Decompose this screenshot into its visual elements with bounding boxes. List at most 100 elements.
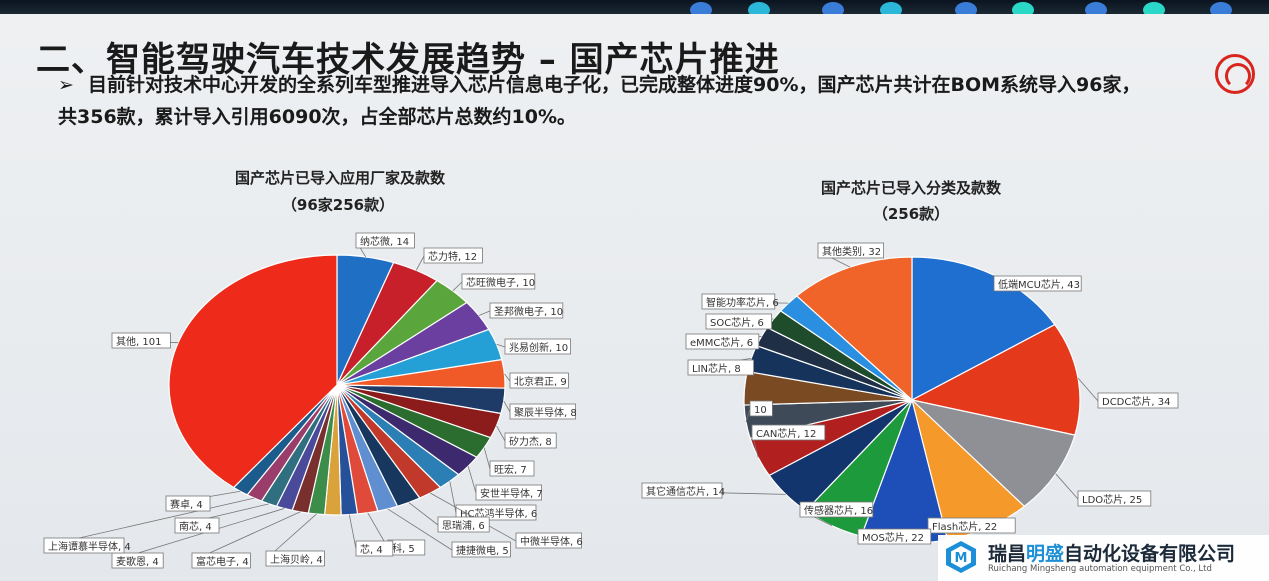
leader-line [387, 508, 453, 551]
slice-label-box [701, 293, 776, 310]
slice-label-box [749, 400, 773, 417]
slice-label-text: 圣邦微电子, 10 [494, 305, 563, 318]
label-emmc芯片: eMMC芯片, 6 [685, 333, 762, 350]
slice-label-text: 智能功率芯片, 6 [706, 296, 779, 309]
leader-line [348, 514, 357, 550]
slice-label-box [515, 532, 582, 549]
label-ldo芯片: LDO芯片, 25 [1055, 473, 1152, 507]
slice-label-box [174, 517, 220, 534]
slice-label-text: 其它通信芯片, 14 [646, 485, 725, 498]
chart2-labels: 低端MCU芯片, 43 DCDC芯片, 34 LDO芯片, 25 Flash芯片, 2… [641, 242, 1179, 545]
leader-line [1055, 473, 1079, 500]
slice-label-text: SOC芯片, 6 [710, 316, 764, 329]
slice-label-text: 科, 5 [392, 542, 415, 555]
slice-label-box [475, 484, 542, 501]
slice-label-text: 低端MCU芯片, 43 [998, 278, 1080, 291]
slice-label-text: LIN芯片, 8 [692, 362, 741, 375]
label-芯旺微电子: 芯旺微电子, 10 [452, 273, 536, 292]
chart2-subtitle: （256款） [873, 205, 949, 223]
label-中微半导体: 中微半导体, 6 [430, 492, 583, 549]
label-南芯: 南芯, 4 [174, 503, 270, 534]
slice-label-box [265, 550, 325, 567]
label-can芯片: CAN芯片, 12 [751, 424, 826, 458]
slice-label-text: DCDC芯片, 34 [1102, 395, 1170, 408]
slice-label-box [355, 232, 415, 249]
slice-label-text: 纳芯微, 14 [360, 235, 409, 248]
leader-line [483, 447, 491, 470]
label-安世半导体: 安世半导体, 7 [467, 466, 543, 501]
slice-label-box [489, 302, 564, 319]
slice-label-text: 矽力杰, 8 [509, 435, 552, 448]
leader-line [503, 400, 511, 413]
slice-label-box [705, 313, 772, 330]
slice-label-box [857, 528, 932, 545]
slice-label-box [751, 424, 826, 441]
slice-label-text: 安世半导体, 7 [480, 487, 543, 500]
leader-line [745, 408, 751, 422]
slice-label-box [993, 275, 1082, 292]
slice-label-text: 捷捷微电, 5 [456, 544, 509, 557]
slice-label-box [687, 359, 754, 376]
slice-label-box [461, 273, 536, 290]
company-watermark: M 瑞昌明盛自动化设备有限公司 Ruichang Mingsheng autom… [938, 535, 1269, 581]
label-芯力特: 芯力特, 12 [415, 247, 483, 271]
chart1-pie [168, 254, 506, 516]
slice-label-text: 芯旺微电子, 10 [466, 276, 535, 289]
slice-label-text: 旺宏, 7 [494, 463, 527, 476]
slice-label-text: Flash芯片, 22 [932, 520, 997, 533]
summary-line-1: 目前针对技术中心开发的全系列车型推进导入芯片信息电子化，已完成整体进度90%，国… [88, 74, 1141, 96]
pie-slice-其他 [168, 254, 338, 489]
label-思瑞浦: 思瑞浦, 6 [408, 502, 490, 533]
slice-label-box [111, 552, 164, 569]
label-赛卓: 赛卓, 4 [165, 490, 241, 512]
slice-label-text: 芯力特, 12 [428, 250, 477, 263]
slice-label-text: CAN芯片, 12 [756, 427, 816, 440]
label-上海贝岭: 上海贝岭, 4 [265, 513, 325, 567]
label-捷捷微电: 捷捷微电, 5 [387, 508, 511, 558]
slice-label-text: 其他, 101 [116, 335, 161, 348]
label-其他类别: 其他类别, 32 [817, 242, 884, 268]
slice-label-box [451, 541, 511, 558]
bullet-arrow-icon: ➢ [58, 74, 74, 96]
chart1-labels: 纳芯微, 14 芯力特, 12 芯旺微电子, 10 圣邦微电子, 10 兆易创新, 10… [43, 232, 583, 569]
label-兆易创新: 兆易创新, 10 [496, 338, 571, 355]
slice-label-box [437, 516, 490, 533]
label-传感器芯片: 传感器芯片, 16 [799, 501, 874, 527]
label-智能功率芯片: 智能功率芯片, 6 [701, 293, 789, 310]
leader-line [111, 508, 285, 562]
presentation-slide: 二、智能驾驶汽车技术发展趋势 – 国产芯片推进 ➢ 目前针对技术中心开发的全系列… [0, 14, 1269, 581]
label-unnamed10: 10 [745, 400, 773, 422]
slice-label-text: LDO芯片, 25 [1082, 493, 1142, 506]
summary-bullet: ➢ 目前针对技术中心开发的全系列车型推进导入芯片信息电子化，已完成整体进度90%… [58, 69, 1248, 133]
slice-label-box [799, 501, 874, 518]
slice-label-text: 芯, 4 [360, 543, 383, 556]
slice-label-text: 兆易创新, 10 [509, 341, 568, 354]
slice-label-box [423, 247, 483, 264]
leader-line [496, 425, 506, 442]
slice-label-box [1097, 392, 1179, 409]
slice-label-box [43, 537, 125, 554]
company-name-cn: 瑞昌明盛自动化设备有限公司 [988, 539, 1235, 566]
slice-label-box [641, 482, 723, 499]
label-富芯电子: 富芯电子, 4 [191, 511, 301, 569]
label-芯: 芯, 4 [348, 514, 394, 557]
label-旺宏: 旺宏, 7 [483, 447, 535, 477]
slice-label-text: 传感器芯片, 16 [804, 504, 873, 517]
leader-line [496, 343, 506, 348]
label-上海谭慕半导体: 上海谭慕半导体, 4 [43, 497, 255, 554]
summary-line-2: 共356款，累计导入引用6090次，占全部芯片总数约10%。 [58, 106, 577, 128]
chart1-title: 国产芯片已导入应用厂家及款数 [235, 169, 446, 187]
label-dcdc芯片: DCDC芯片, 34 [1077, 377, 1179, 409]
slice-label-text: 思瑞浦, 6 [442, 519, 485, 532]
slide-title: 二、智能驾驶汽车技术发展趋势 – 国产芯片推进 [36, 40, 780, 80]
slice-label-box [504, 432, 557, 449]
slice-label-text: MOS芯片, 22 [862, 531, 924, 544]
pie-slice-dcdc芯片 [910, 323, 1081, 436]
leader-line [415, 255, 425, 271]
pie-slice-其他类别 [795, 256, 913, 402]
chart1-subtitle: （96家256款） [282, 196, 394, 214]
label-矽力杰: 矽力杰, 8 [496, 425, 557, 449]
leader-line [467, 466, 477, 494]
company-name-en: Ruichang Mingsheng automation equipment … [988, 564, 1212, 574]
